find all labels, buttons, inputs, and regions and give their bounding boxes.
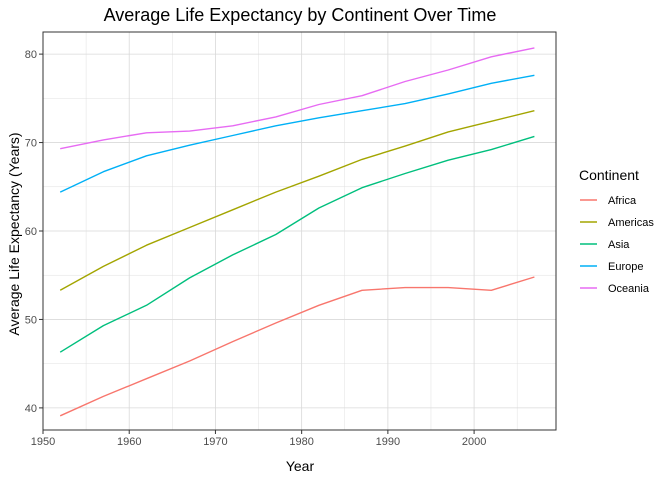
x-axis-ticks: 1950 1960 1970 1980 1990 2000 [31,430,486,448]
y-tick-label: 50 [25,314,37,326]
legend-label-asia: Asia [608,239,630,251]
plot-grid [42,32,556,430]
y-tick-label: 60 [25,226,37,238]
x-tick-label: 1980 [289,436,313,448]
x-tick-label: 1990 [376,436,400,448]
legend: Continent Africa Americas Asia Europe Oceani… [579,167,654,295]
series-line-asia [59,135,535,353]
y-axis-label: Average Life Expectancy (Years) [6,132,22,335]
chart-title: Average Life Expectancy by Continent Ove… [104,5,497,25]
y-tick-label: 70 [25,138,37,150]
series-line-europe [59,74,535,193]
series-line-oceania [60,47,535,150]
legend-label-europe: Europe [608,261,643,273]
legend-label-oceania: Oceania [608,283,650,295]
legend-label-americas: Americas [608,217,654,229]
legend-label-africa: Africa [608,195,637,207]
series-lines [59,47,535,417]
legend-title: Continent [579,167,639,183]
y-tick-label: 40 [25,403,37,415]
x-tick-label: 1950 [31,436,55,448]
series-line-americas [59,110,535,291]
x-tick-label: 1960 [117,436,141,448]
series-line-africa [59,276,535,417]
x-tick-label: 2000 [462,436,486,448]
legend-items: Africa Americas Asia Europe Oceania [580,195,654,295]
x-tick-label: 1970 [203,436,227,448]
y-tick-label: 80 [25,49,37,61]
y-axis-ticks: 40 50 60 70 80 [25,49,43,415]
x-axis-label: Year [286,458,315,474]
